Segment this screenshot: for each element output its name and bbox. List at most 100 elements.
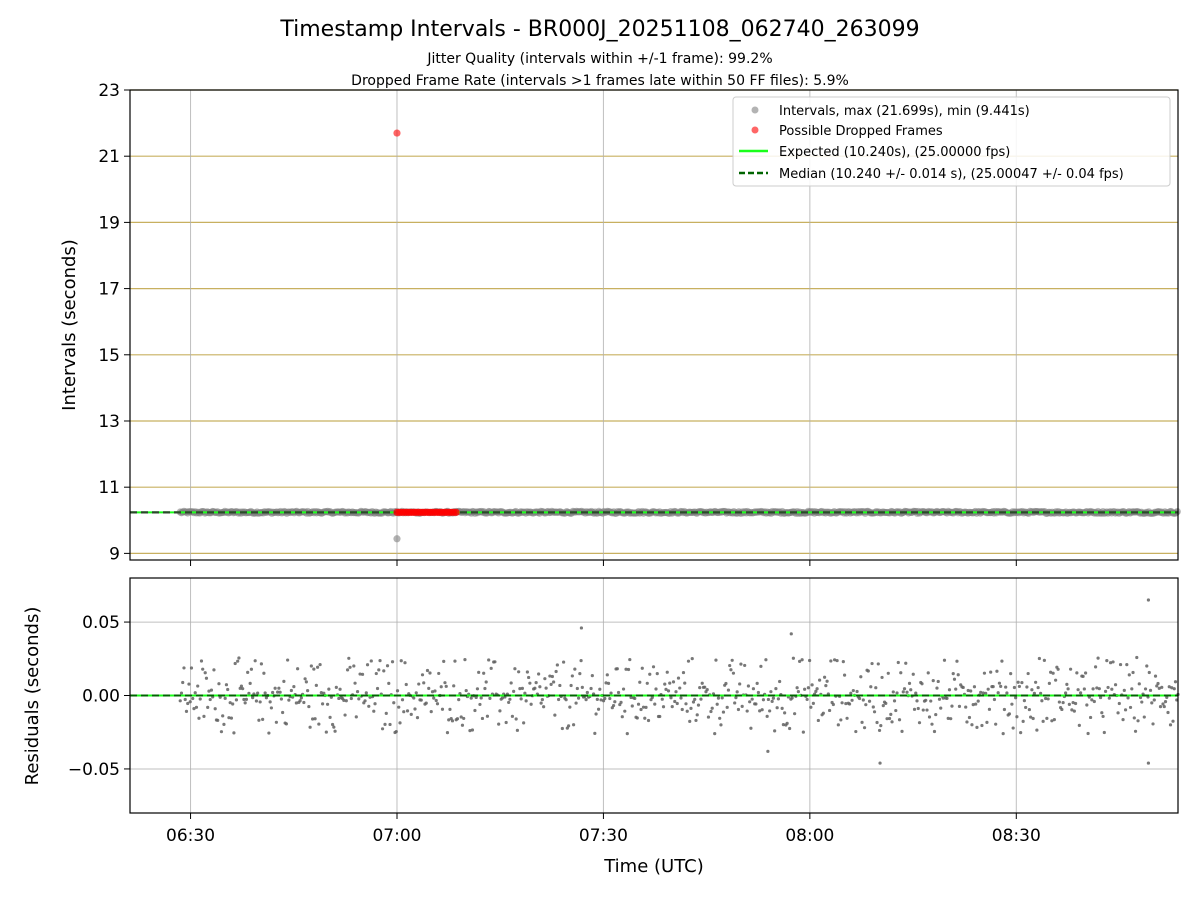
- residual-point: [191, 696, 195, 701]
- bottom-y-tick-label: 0.05: [82, 613, 120, 633]
- residual-point: [1161, 702, 1165, 706]
- legend-label: Median (10.240 +/- 0.014 s), (25.00047 +…: [779, 167, 1124, 182]
- residual-point: [517, 670, 521, 674]
- residual-point: [862, 726, 867, 730]
- residual-point: [318, 662, 322, 667]
- residual-point: [1082, 687, 1086, 691]
- residual-point: [673, 699, 677, 704]
- residual-point: [936, 679, 940, 684]
- residual-point: [1065, 682, 1069, 686]
- residual-point: [1150, 701, 1154, 705]
- residual-point: [468, 728, 472, 733]
- residual-point: [916, 706, 920, 711]
- residual-point: [579, 659, 583, 663]
- residual-point: [1113, 683, 1118, 687]
- residual-point: [576, 696, 581, 700]
- residual-point: [635, 716, 639, 720]
- residual-point: [1140, 700, 1144, 704]
- residual-point: [193, 691, 197, 695]
- residual-point: [277, 686, 281, 690]
- residual-point: [513, 667, 517, 671]
- legend-label: Possible Dropped Frames: [779, 124, 943, 139]
- residual-point: [524, 699, 528, 703]
- residual-point: [1100, 711, 1104, 715]
- residual-point: [997, 681, 1002, 685]
- residual-point: [567, 724, 571, 728]
- residual-point: [483, 686, 487, 691]
- residual-point: [1162, 704, 1166, 709]
- residual-point: [259, 662, 264, 666]
- residual-point: [724, 681, 728, 686]
- residual-point: [967, 715, 972, 720]
- residual-point: [247, 691, 251, 695]
- residual-point: [946, 716, 950, 720]
- residual-point: [1173, 680, 1178, 684]
- residual-point: [870, 661, 874, 666]
- residual-point: [966, 688, 970, 693]
- residual-point: [428, 671, 432, 675]
- residual-point: [686, 659, 691, 663]
- residual-point: [514, 717, 518, 721]
- residual-point: [548, 674, 552, 678]
- residual-point: [213, 707, 217, 711]
- residual-point: [714, 658, 718, 662]
- residual-point: [658, 714, 662, 719]
- residual-point: [679, 696, 683, 700]
- residual-point: [887, 716, 892, 721]
- residual-point: [715, 702, 719, 706]
- residual-point: [569, 683, 573, 688]
- residual-point: [1128, 705, 1133, 710]
- residual-point: [1108, 661, 1113, 665]
- residual-point: [811, 701, 815, 706]
- top-y-tick-label: 11: [98, 478, 120, 498]
- residual-point: [1095, 686, 1099, 690]
- residual-point: [949, 717, 953, 721]
- residual-point: [596, 707, 601, 711]
- residual-point: [435, 702, 440, 706]
- residual-point: [594, 712, 598, 716]
- residual-point: [287, 698, 291, 702]
- residual-point: [1049, 670, 1053, 674]
- residual-point: [709, 709, 713, 714]
- residual-point: [603, 696, 607, 701]
- residual-point: [829, 659, 833, 663]
- residual-point: [716, 696, 721, 700]
- dropped-frame-points: [393, 508, 460, 516]
- chart-subtitle-jitter: Jitter Quality (intervals within +/-1 fr…: [426, 51, 772, 67]
- residual-point: [699, 697, 703, 701]
- residual-point: [538, 685, 542, 689]
- residual-points: [178, 598, 1180, 765]
- residual-point: [1035, 728, 1039, 732]
- residual-point: [996, 691, 1000, 695]
- residual-point: [890, 720, 894, 724]
- residual-point: [733, 701, 737, 705]
- residual-point: [924, 698, 928, 702]
- residual-point: [178, 699, 182, 703]
- residual-point: [835, 658, 839, 663]
- residual-point: [312, 667, 316, 671]
- residual-point: [861, 698, 865, 702]
- residual-point: [945, 696, 949, 700]
- intervals-panel: 9 11 13 15 17 19 21 23: [98, 81, 1181, 566]
- residual-point: [718, 716, 722, 720]
- residual-point: [955, 659, 959, 663]
- residual-point: [404, 682, 408, 687]
- residual-point: [803, 687, 807, 691]
- residual-point: [730, 658, 734, 662]
- residual-point: [1093, 665, 1098, 669]
- residual-point: [864, 703, 868, 707]
- residual-point: [304, 680, 308, 684]
- top-y-tick-label: 19: [98, 213, 120, 233]
- residual-point: [445, 731, 450, 735]
- residual-point: [822, 675, 827, 679]
- residual-point: [939, 706, 943, 710]
- residual-point: [638, 680, 642, 684]
- residual-point: [183, 697, 187, 702]
- top-y-tick-label: 13: [98, 412, 120, 432]
- residual-point: [199, 659, 204, 663]
- residual-point: [378, 659, 382, 663]
- residual-point: [698, 686, 702, 690]
- residual-point: [219, 730, 224, 734]
- residual-point: [886, 671, 890, 675]
- residual-point: [279, 697, 283, 701]
